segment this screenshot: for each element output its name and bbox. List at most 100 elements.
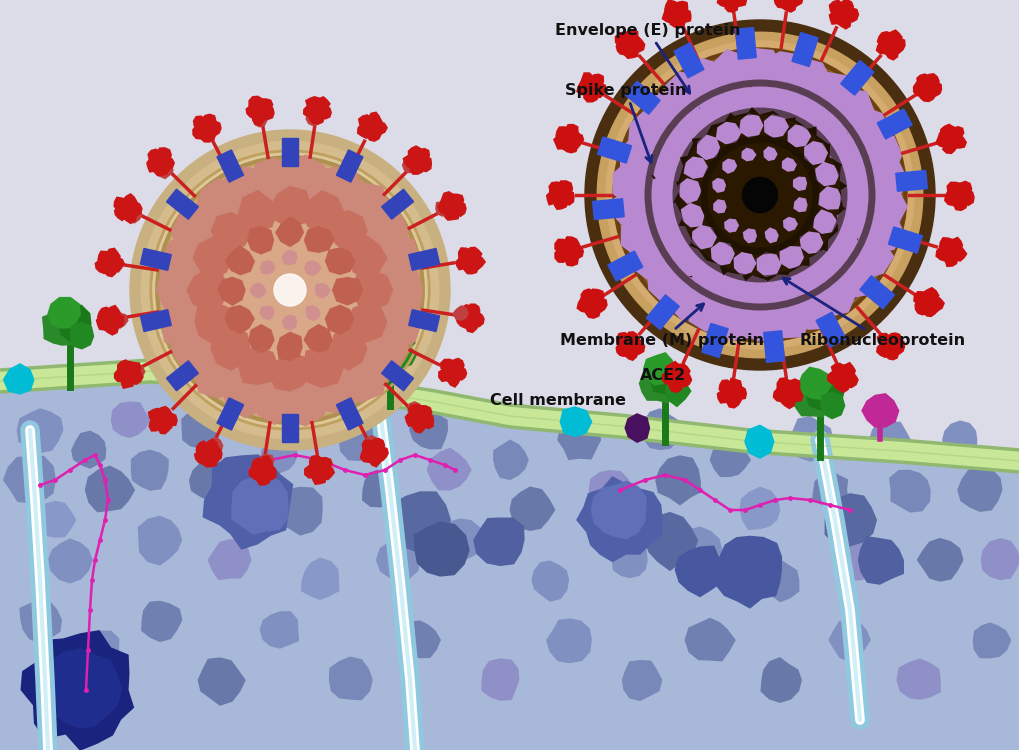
Polygon shape bbox=[555, 239, 581, 263]
Polygon shape bbox=[623, 29, 638, 44]
Polygon shape bbox=[445, 373, 461, 388]
Polygon shape bbox=[97, 307, 112, 322]
Polygon shape bbox=[149, 416, 164, 432]
Polygon shape bbox=[711, 178, 726, 193]
Polygon shape bbox=[196, 441, 220, 465]
Polygon shape bbox=[311, 166, 365, 215]
Polygon shape bbox=[126, 207, 143, 224]
Polygon shape bbox=[417, 157, 432, 172]
Polygon shape bbox=[481, 658, 519, 700]
Polygon shape bbox=[562, 140, 578, 154]
Polygon shape bbox=[308, 369, 340, 400]
Polygon shape bbox=[735, 28, 755, 59]
Polygon shape bbox=[649, 148, 683, 185]
Polygon shape bbox=[940, 126, 962, 151]
Polygon shape bbox=[643, 512, 697, 572]
Polygon shape bbox=[840, 61, 873, 95]
Polygon shape bbox=[110, 314, 124, 328]
Polygon shape bbox=[553, 248, 569, 263]
Polygon shape bbox=[830, 2, 853, 25]
Polygon shape bbox=[710, 242, 734, 266]
Polygon shape bbox=[799, 232, 822, 254]
Polygon shape bbox=[887, 332, 902, 346]
Polygon shape bbox=[362, 469, 397, 508]
Polygon shape bbox=[408, 404, 423, 418]
Polygon shape bbox=[581, 292, 604, 314]
Circle shape bbox=[597, 32, 922, 358]
Polygon shape bbox=[307, 460, 331, 482]
Polygon shape bbox=[376, 536, 421, 584]
Polygon shape bbox=[865, 159, 908, 203]
Polygon shape bbox=[259, 611, 299, 649]
Polygon shape bbox=[744, 424, 773, 459]
Polygon shape bbox=[726, 393, 742, 409]
Polygon shape bbox=[269, 351, 311, 392]
Polygon shape bbox=[252, 110, 266, 126]
Polygon shape bbox=[803, 141, 827, 165]
Polygon shape bbox=[469, 254, 486, 270]
Polygon shape bbox=[826, 230, 860, 266]
Polygon shape bbox=[579, 72, 596, 89]
Polygon shape bbox=[830, 88, 873, 133]
Polygon shape bbox=[200, 128, 216, 142]
Polygon shape bbox=[941, 139, 956, 154]
Polygon shape bbox=[451, 366, 467, 381]
Polygon shape bbox=[19, 599, 62, 644]
Polygon shape bbox=[733, 252, 756, 276]
Polygon shape bbox=[797, 367, 833, 400]
Polygon shape bbox=[278, 373, 332, 427]
Polygon shape bbox=[194, 116, 217, 139]
Polygon shape bbox=[409, 160, 425, 175]
Polygon shape bbox=[324, 248, 356, 275]
Polygon shape bbox=[207, 436, 223, 454]
Polygon shape bbox=[97, 251, 111, 266]
Polygon shape bbox=[580, 288, 594, 304]
Polygon shape bbox=[665, 275, 707, 321]
Polygon shape bbox=[554, 126, 570, 141]
Polygon shape bbox=[710, 49, 756, 96]
Polygon shape bbox=[836, 206, 870, 242]
Polygon shape bbox=[165, 315, 203, 352]
Polygon shape bbox=[156, 406, 172, 422]
Polygon shape bbox=[368, 266, 423, 314]
Polygon shape bbox=[741, 148, 756, 161]
Polygon shape bbox=[362, 440, 384, 462]
Polygon shape bbox=[237, 190, 277, 232]
Polygon shape bbox=[723, 0, 738, 13]
Polygon shape bbox=[921, 286, 938, 303]
Polygon shape bbox=[591, 298, 607, 313]
Polygon shape bbox=[677, 372, 692, 388]
Polygon shape bbox=[667, 376, 683, 393]
Polygon shape bbox=[646, 256, 689, 303]
Polygon shape bbox=[238, 346, 278, 385]
Polygon shape bbox=[115, 198, 138, 220]
Polygon shape bbox=[926, 81, 942, 97]
Polygon shape bbox=[309, 454, 324, 471]
Polygon shape bbox=[814, 274, 855, 316]
Polygon shape bbox=[742, 229, 756, 244]
Polygon shape bbox=[590, 481, 646, 539]
Polygon shape bbox=[949, 126, 964, 141]
Polygon shape bbox=[661, 8, 678, 24]
Polygon shape bbox=[837, 0, 853, 13]
Polygon shape bbox=[686, 58, 731, 103]
Polygon shape bbox=[775, 377, 791, 392]
Polygon shape bbox=[638, 360, 680, 404]
Polygon shape bbox=[934, 245, 951, 262]
Polygon shape bbox=[363, 325, 399, 369]
Polygon shape bbox=[864, 184, 907, 230]
Polygon shape bbox=[758, 559, 799, 602]
Polygon shape bbox=[827, 621, 870, 662]
Polygon shape bbox=[916, 538, 963, 582]
Polygon shape bbox=[20, 630, 135, 750]
Polygon shape bbox=[109, 257, 125, 273]
Polygon shape bbox=[842, 371, 858, 388]
Polygon shape bbox=[314, 96, 330, 112]
Polygon shape bbox=[678, 526, 721, 570]
Polygon shape bbox=[156, 264, 211, 320]
Polygon shape bbox=[141, 310, 171, 332]
Polygon shape bbox=[823, 494, 876, 547]
Circle shape bbox=[274, 274, 306, 306]
Polygon shape bbox=[403, 620, 440, 658]
Polygon shape bbox=[85, 466, 135, 512]
